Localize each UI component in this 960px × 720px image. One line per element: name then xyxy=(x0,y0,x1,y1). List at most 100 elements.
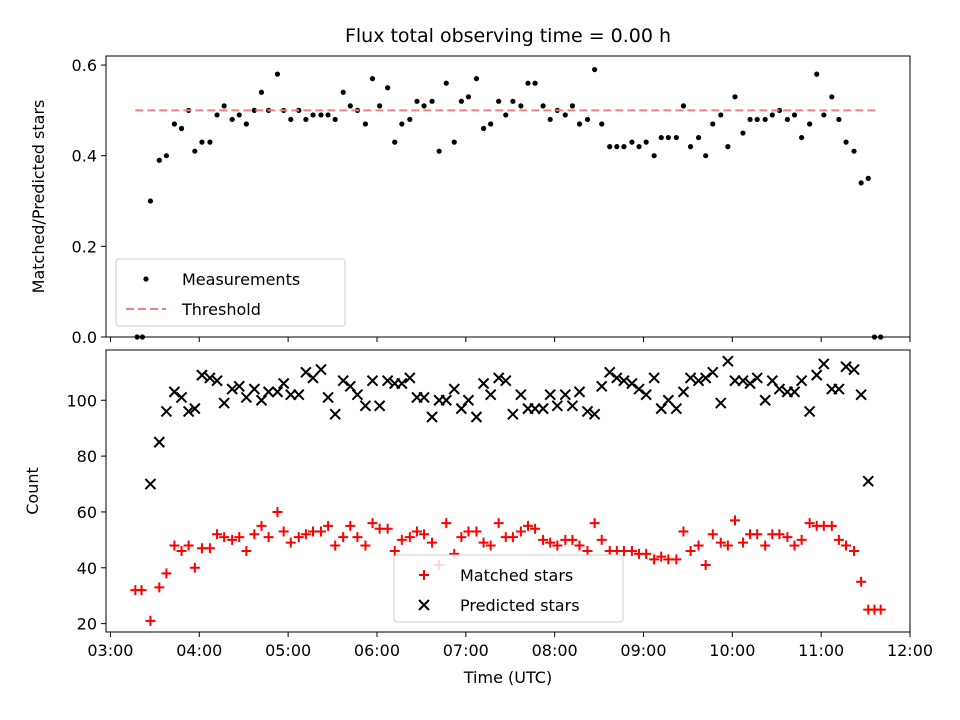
predicted-star-marker xyxy=(633,383,645,395)
matched-star-marker xyxy=(626,546,637,557)
predicted-star-marker xyxy=(818,358,830,370)
matched-star-marker xyxy=(136,585,147,596)
predicted-star-marker xyxy=(359,400,372,412)
measurement-point xyxy=(399,121,405,127)
predicted-star-marker xyxy=(211,375,223,387)
predicted-star-marker xyxy=(470,411,483,423)
predicted-star-marker xyxy=(611,372,623,384)
predicted-star-marker xyxy=(715,397,727,409)
legend-box xyxy=(115,258,346,327)
matched-star-marker xyxy=(552,540,563,551)
matched-star-marker xyxy=(263,532,274,543)
measurement-point xyxy=(687,144,694,150)
measurement-point xyxy=(488,121,494,127)
y-tick-label: 100 xyxy=(66,391,97,410)
matched-star-marker xyxy=(833,534,844,545)
matched-star-marker xyxy=(789,540,800,551)
measurement-point xyxy=(836,116,842,123)
measurement-point xyxy=(377,103,383,109)
measurement-point xyxy=(807,121,813,127)
x-tick-label: 08:00 xyxy=(532,641,578,660)
measurement-point xyxy=(843,139,849,145)
matched-star-marker xyxy=(641,548,652,559)
measurement-point xyxy=(851,148,857,154)
measurement-point xyxy=(710,121,716,127)
measurement-point xyxy=(607,144,613,150)
measurement-point xyxy=(791,112,798,118)
predicted-star-marker xyxy=(788,386,801,398)
legend-marker-matched xyxy=(419,570,429,580)
measurement-point xyxy=(776,107,783,113)
legend-box xyxy=(393,554,624,623)
predicted-star-marker xyxy=(262,386,275,398)
matched-star-marker xyxy=(249,529,260,540)
matched-star-marker xyxy=(161,568,172,579)
measurement-point xyxy=(310,112,316,118)
predicted-star-marker xyxy=(484,388,497,401)
matched-star-marker xyxy=(760,540,771,551)
measurement-point xyxy=(547,116,553,123)
measurement-point xyxy=(829,94,835,100)
matched-star-marker xyxy=(154,582,165,593)
predicted-star-marker xyxy=(204,372,216,384)
matched-star-marker xyxy=(700,559,711,570)
matched-star-marker xyxy=(485,540,496,551)
measurement-point xyxy=(332,116,338,123)
plot-frame xyxy=(105,55,911,338)
predicted-star-marker xyxy=(699,372,712,384)
matched-star-marker xyxy=(382,523,393,534)
predicted-star-marker xyxy=(404,372,416,384)
measurement-point xyxy=(614,144,620,150)
predicted-star-marker xyxy=(381,375,394,387)
measurement-point xyxy=(532,80,538,86)
matched-star-marker xyxy=(471,526,482,537)
matched-star-marker xyxy=(389,546,400,557)
predicted-star-marker xyxy=(566,400,579,412)
predicted-star-marker xyxy=(626,377,638,390)
matched-star-marker xyxy=(715,537,726,548)
y-axis-label: Count xyxy=(23,467,42,515)
predicted-star-marker xyxy=(573,386,586,398)
matched-star-marker xyxy=(567,534,578,545)
matched-star-marker xyxy=(841,540,852,551)
measurement-point xyxy=(658,134,664,141)
measurement-point xyxy=(740,130,746,136)
predicted-star-marker xyxy=(196,369,208,381)
measurement-point xyxy=(207,139,213,145)
matched-star-marker xyxy=(183,540,194,551)
predicted-star-marker xyxy=(182,405,195,418)
predicted-star-marker xyxy=(544,388,556,401)
predicted-star-marker xyxy=(707,366,719,379)
predicted-star-marker xyxy=(418,391,430,404)
matched-star-marker xyxy=(656,551,667,562)
y-tick-label: 0.2 xyxy=(72,237,97,256)
predicted-star-marker xyxy=(551,400,564,412)
measurement-point xyxy=(592,66,598,73)
measurement-point xyxy=(392,139,398,145)
matched-star-marker xyxy=(729,515,740,526)
x-tick-label: 12:00 xyxy=(887,641,933,660)
matched-star-marker xyxy=(169,540,180,551)
matched-star-marker xyxy=(582,546,593,557)
predicted-star-marker xyxy=(670,402,683,415)
measurement-point xyxy=(414,98,420,104)
predicted-star-marker xyxy=(848,363,860,376)
predicted-star-marker xyxy=(226,383,238,395)
measurement-point xyxy=(769,112,775,118)
measurement-point xyxy=(562,112,568,118)
measurement-point xyxy=(243,121,249,127)
matched-star-marker xyxy=(589,518,600,529)
predicted-star-marker xyxy=(811,369,823,381)
measurement-point xyxy=(503,112,509,118)
predicted-star-marker xyxy=(507,408,519,420)
series-matched-stars xyxy=(130,506,886,626)
matched-star-marker xyxy=(796,534,807,545)
predicted-star-marker xyxy=(462,394,475,406)
measurement-point xyxy=(510,98,516,104)
matched-star-marker xyxy=(826,520,837,531)
predicted-star-marker xyxy=(677,386,690,398)
matched-star-marker xyxy=(522,520,533,531)
measurement-point xyxy=(754,116,760,123)
y-tick-label: 40 xyxy=(77,559,97,578)
measurement-point xyxy=(680,103,687,109)
